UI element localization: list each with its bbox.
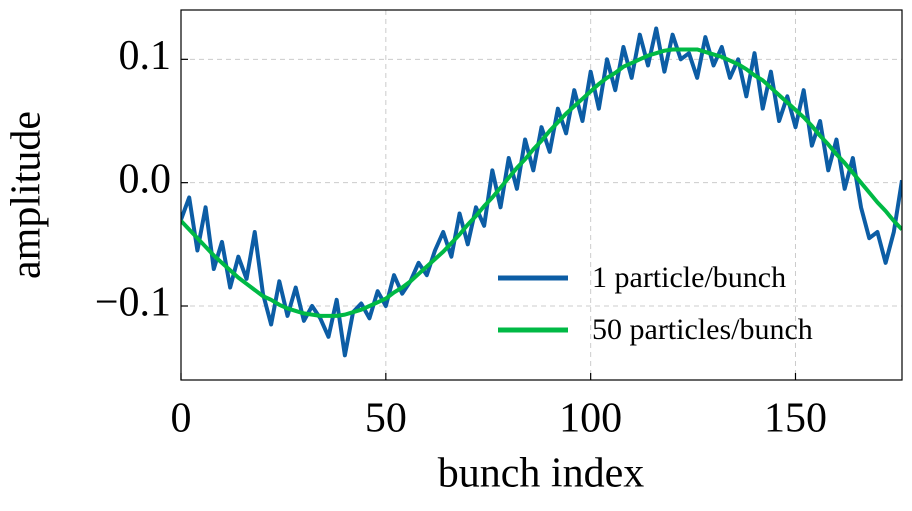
data-line [181,47,902,318]
y-tick-label: 0.1 [119,33,172,79]
legend-label: 1 particle/bunch [592,261,786,294]
x-tick-label: 150 [764,396,827,442]
plot-frame [180,9,903,381]
y-tick-label: −0.1 [95,280,171,326]
x-tick-label: 50 [365,396,407,442]
x-axis-label: bunch index [438,451,644,497]
y-axis-label: amplitude [4,111,50,279]
data-line [181,26,902,358]
x-tick-label: 100 [559,396,622,442]
x-tick-label: 0 [171,396,192,442]
legend-label: 50 particles/bunch [592,313,813,346]
y-tick-label: 0.0 [119,156,172,202]
